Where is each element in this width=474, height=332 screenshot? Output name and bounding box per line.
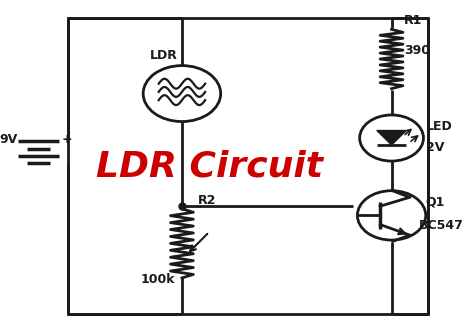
- Text: 390: 390: [404, 44, 430, 57]
- Polygon shape: [377, 130, 406, 145]
- Text: LDR: LDR: [150, 49, 178, 62]
- Text: BC547: BC547: [419, 218, 464, 231]
- Text: 100k: 100k: [141, 273, 175, 286]
- Text: +: +: [61, 132, 72, 145]
- Text: LED: LED: [426, 120, 453, 133]
- Text: R1: R1: [404, 14, 423, 28]
- Text: R2: R2: [198, 194, 216, 207]
- Text: 9V: 9V: [0, 132, 18, 145]
- Text: LDR Circuit: LDR Circuit: [96, 149, 323, 183]
- Text: 2V: 2V: [426, 141, 444, 154]
- Text: Q1: Q1: [426, 196, 445, 208]
- Bar: [68, 18, 428, 314]
